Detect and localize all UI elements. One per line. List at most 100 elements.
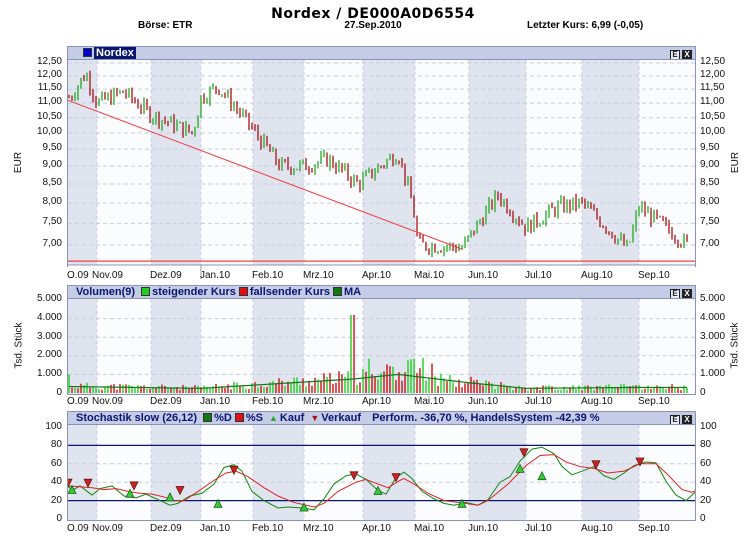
- y-tick-label: 5.000: [700, 293, 726, 304]
- y-tick-label: 2.000: [36, 349, 62, 361]
- y-tick-label: 3.000: [36, 330, 62, 342]
- x-month-label: O.09: [67, 396, 89, 407]
- y-tick-label: 0: [700, 513, 706, 524]
- x-month-label: Mrz.10: [303, 396, 334, 407]
- legend-label: %D: [214, 412, 232, 424]
- close-button[interactable]: X: [682, 50, 692, 59]
- x-month-label: Jan.10: [200, 270, 231, 281]
- legend-label: Kauf: [279, 412, 305, 424]
- legend-swatch-icon: [83, 47, 92, 57]
- x-month-label: Sep.10: [638, 270, 670, 281]
- x-month-label: Jul.10: [525, 396, 552, 407]
- y-tick-label: 0: [56, 513, 62, 524]
- y-tick-label: 20: [700, 494, 712, 506]
- y-tick-label: 2.000: [700, 349, 726, 361]
- y-tick-label: 80: [50, 439, 62, 451]
- y-tick-label: 7,50: [42, 216, 62, 228]
- y-tick-label: 3.000: [700, 330, 726, 342]
- x-month-label: Dez.09: [150, 523, 182, 534]
- stochastic-chart-plot: [68, 425, 695, 520]
- stochastic-panel: Stochastik slow (26,12) %D %S ▲ Kauf ▼ Verkau…: [67, 411, 696, 521]
- buy-triangle-icon: ▲: [268, 413, 278, 423]
- exchange-label: Börse: ETR: [138, 20, 193, 31]
- x-month-label: Jan.10: [200, 396, 231, 407]
- legend-label: steigender Kurs: [152, 286, 236, 298]
- close-button[interactable]: X: [682, 415, 692, 424]
- x-month-label: Aug.10: [581, 396, 613, 407]
- volume-axis-title-left: Tsd. Stück: [13, 322, 25, 369]
- x-month-label: Jan.10: [200, 523, 231, 534]
- legend-swatch-icon: [234, 412, 244, 422]
- sell-triangle-icon: ▼: [310, 413, 320, 423]
- x-month-label: Nov.09: [92, 396, 123, 407]
- y-tick-label: 1.000: [36, 368, 62, 380]
- y-tick-label: 8,50: [42, 177, 62, 189]
- expand-button[interactable]: E: [670, 50, 680, 59]
- y-tick-label: 9,50: [42, 142, 62, 154]
- y-tick-label: 80: [700, 439, 712, 451]
- close-button[interactable]: X: [682, 289, 692, 298]
- legend-label: MA: [343, 286, 362, 298]
- x-month-label: Jun.10: [468, 396, 499, 407]
- y-tick-label: 9,00: [42, 159, 62, 171]
- x-month-label: Jul.10: [525, 270, 552, 281]
- y-tick-label: 40: [700, 476, 712, 488]
- price-axis-title-right: EUR: [730, 151, 742, 174]
- price-axis-title-left: EUR: [13, 151, 25, 174]
- x-month-label: Apr.10: [362, 523, 391, 534]
- y-tick-label: 8,50: [700, 177, 720, 189]
- stochastic-title: Stochastik slow (26,12): [76, 412, 198, 424]
- expand-button[interactable]: E: [670, 289, 680, 298]
- y-tick-label: 10,50: [36, 110, 62, 122]
- x-month-label: Aug.10: [581, 523, 613, 534]
- x-month-label: Feb.10: [252, 523, 284, 534]
- x-month-label: Mai.10: [414, 523, 445, 534]
- legend-swatch-icon: [238, 286, 248, 296]
- x-month-label: Aug.10: [581, 270, 613, 281]
- legend-swatch-icon: [141, 286, 151, 296]
- x-month-label: Feb.10: [252, 270, 284, 281]
- volume-panel-header: Volumen(9) steigender Kurs fallsender Kur…: [68, 286, 695, 299]
- x-month-label: Nov.09: [92, 523, 123, 534]
- expand-button[interactable]: E: [670, 415, 680, 424]
- y-tick-label: 0: [56, 387, 62, 398]
- x-month-label: Sep.10: [638, 523, 670, 534]
- y-tick-label: 10,00: [36, 126, 62, 138]
- x-month-label: Apr.10: [362, 270, 391, 281]
- last-price-label: Letzter Kurs: 6,99 (-0,05): [527, 20, 644, 31]
- x-month-label: Jun.10: [468, 270, 499, 281]
- x-month-label: O.09: [67, 270, 89, 281]
- y-tick-label: 10,50: [700, 110, 726, 122]
- legend-swatch-icon: [332, 286, 342, 296]
- y-tick-label: 60: [50, 457, 62, 469]
- legend-label: fallsender Kurs: [249, 286, 330, 298]
- x-month-label: Mrz.10: [303, 523, 334, 534]
- legend-label-nordex[interactable]: Nordex: [94, 47, 136, 59]
- y-tick-label: 4.000: [36, 311, 62, 323]
- y-tick-label: 60: [700, 457, 712, 469]
- y-tick-label: 11,00: [700, 96, 725, 108]
- legend-label: %S: [245, 412, 263, 424]
- x-month-label: Sep.10: [638, 396, 670, 407]
- y-tick-label: 11,00: [37, 96, 62, 108]
- performance-label: Perform. -36,70 %, HandelsSystem -42,39 …: [372, 412, 600, 424]
- y-tick-label: 12,00: [36, 68, 62, 80]
- y-tick-label: 4.000: [700, 311, 726, 323]
- y-tick-label: 10,00: [700, 126, 726, 138]
- page-title: Nordex / DE000A0D6554: [271, 6, 475, 22]
- stochastic-panel-header: Stochastik slow (26,12) %D %S ▲ Kauf ▼ Verkau…: [68, 412, 695, 425]
- price-chart-plot: [68, 60, 695, 279]
- legend-label: Verkauf: [321, 412, 362, 424]
- volume-chart-plot: [68, 299, 695, 394]
- x-month-label: Mrz.10: [303, 270, 334, 281]
- y-tick-label: 12,00: [700, 68, 726, 80]
- volume-panel: Volumen(9) steigender Kurs fallsender Kur…: [67, 285, 696, 395]
- x-month-label: Jun.10: [468, 523, 499, 534]
- y-tick-label: 1.000: [700, 368, 726, 380]
- legend-swatch-icon: [203, 412, 213, 422]
- y-tick-label: 12,50: [36, 56, 62, 67]
- x-month-label: Apr.10: [362, 396, 391, 407]
- x-month-label: Feb.10: [252, 396, 284, 407]
